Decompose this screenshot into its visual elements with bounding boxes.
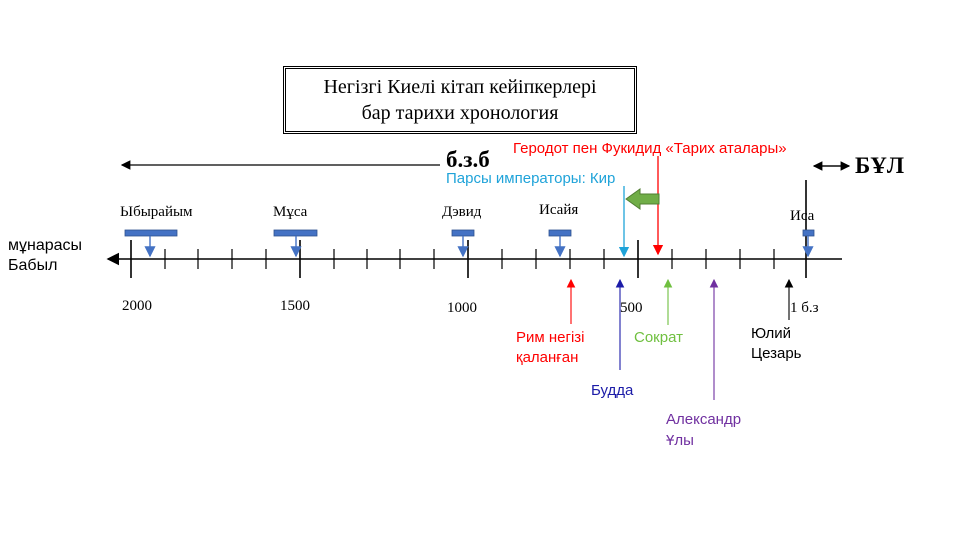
persian-label: Парсы императоры: Кир — [446, 170, 616, 187]
babel-line-1: мұнарасы — [8, 237, 83, 254]
alexander-line-1: Александр — [666, 411, 742, 428]
socrates-label: Сократ — [634, 329, 683, 346]
jesus-bar — [802, 229, 815, 237]
david-label: Дэвид — [442, 204, 482, 220]
bce-label: б.з.б — [446, 147, 490, 172]
person-bars — [124, 229, 815, 258]
david-bar — [451, 229, 475, 237]
isaiah-bar — [548, 229, 572, 237]
title-box: Негізгі Киелі кітап кейіпкерлері бар тар… — [283, 66, 637, 134]
tick-label-1500: 1500 — [280, 298, 310, 314]
jesus-label: Иса — [790, 208, 815, 224]
title-line-2: бар тарихи хронология — [361, 102, 559, 124]
caesar-line-2: Цезарь — [751, 345, 802, 362]
herodotus-label: Геродот пен Фукидид «Тарих аталары» — [513, 140, 787, 157]
babel-line-2: Бабыл — [8, 257, 58, 274]
babel-tower-label: мұнарасы Бабыл — [8, 236, 82, 276]
caesar-label: Юлий Цезарь — [751, 324, 802, 364]
moses-bar — [273, 229, 318, 237]
ce-label: БҰЛ — [855, 153, 904, 178]
buddha-label: Будда — [591, 382, 634, 399]
abraham-bar — [124, 229, 178, 237]
title-line-1: Негізгі Киелі кітап кейіпкерлері — [323, 76, 597, 98]
alexander-label: Александр Ұлы — [666, 409, 741, 451]
rome-line-2: қаланған — [516, 349, 579, 366]
rome-founded-label: Рим негізі қаланған — [516, 328, 585, 368]
green-block-arrow — [625, 188, 660, 210]
tick-label-1000: 1000 — [447, 300, 477, 316]
tick-label-2000: 2000 — [122, 298, 152, 314]
tick-label-1ad: 1 б.з — [790, 300, 819, 316]
minor-ticks — [164, 249, 775, 269]
caesar-line-1: Юлий — [751, 325, 791, 342]
tick-label-500: 500 — [620, 300, 643, 316]
isaiah-label: Исайя — [539, 202, 579, 218]
abraham-label: Ыбырайым — [120, 204, 193, 220]
rome-line-1: Рим негізі — [516, 329, 585, 346]
moses-label: Мұса — [273, 204, 308, 220]
alexander-line-2: Ұлы — [666, 432, 694, 449]
